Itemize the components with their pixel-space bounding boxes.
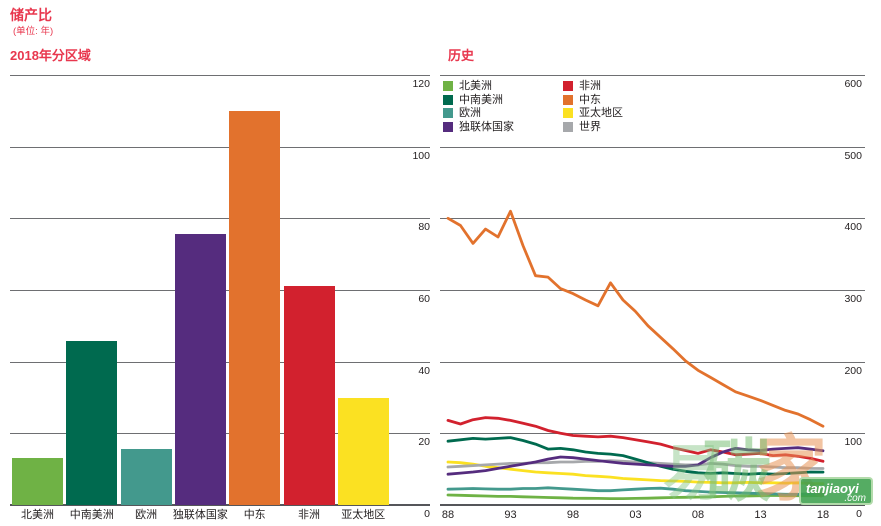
line-ytick-100: 100 [844,436,862,449]
bar-gridline-100 [10,146,430,148]
legend-swatch-北美洲 [443,81,453,91]
legend-label-中东: 中东 [579,93,601,106]
legend-label-中南美洲: 中南美洲 [459,93,503,106]
legend-swatch-中南美洲 [443,94,453,105]
page-title-unit: (单位: 年) [13,26,54,37]
legend-item-中东: 中东 [563,94,601,106]
series-line-独联体国家 [446,446,825,476]
line-ytick-500: 500 [844,149,862,162]
line-gridline-0 [440,504,865,506]
legend-swatch-独联体国家 [443,121,453,132]
legend-label-独联体国家: 独联体国家 [459,120,514,133]
legend-swatch-非洲 [563,81,573,91]
legend-swatch-中东 [563,94,573,105]
series-line-北美洲 [446,493,825,501]
line-ytick-300: 300 [844,293,862,305]
line-xtick-93: 93 [504,509,517,521]
line-gridline-200 [440,361,865,363]
series-line-非洲 [446,416,825,463]
bar-中东 [229,111,281,505]
legend-item-非洲: 非洲 [563,80,601,92]
legend-item-独联体国家: 独联体国家 [443,121,514,133]
line-xtick-98: 98 [566,509,580,521]
legend-label-亚太地区: 亚太地区 [579,107,623,119]
legend-label-非洲: 非洲 [579,80,601,92]
bar-ytick-100: 100 [412,149,430,162]
legend-label-世界: 世界 [579,120,601,133]
bar-非洲 [283,286,335,505]
line-gridline-500 [440,146,865,148]
series-line-世界 [446,459,825,470]
legend-swatch-欧洲 [443,108,453,118]
bar-独联体国家 [174,234,226,505]
bar-亚太地区 [337,398,389,505]
bar-gridline-80 [10,218,430,220]
line-chart-title: 历史 [448,48,475,63]
legend-label-北美洲: 北美洲 [459,80,492,92]
legend-swatch-世界 [563,121,573,132]
bar-ytick-120: 120 [412,78,430,90]
series-line-中东 [446,209,825,428]
line-chart-legend: 北美洲 中南美洲 欧洲 独联体国家 非洲 中东 亚太地区 世界 [443,79,723,141]
bar-category-4: 中东 [243,509,266,521]
bar-category-2: 欧洲 [135,509,158,521]
bar-category-6: 亚太地区 [341,509,386,521]
line-ytick-400: 400 [844,221,862,234]
bar-gridline-0 [10,504,430,506]
bar-ytick-20: 20 [418,436,430,449]
line-xtick-13: 13 [754,509,767,521]
series-line-中南美洲 [446,436,825,476]
bar-ytick-60: 60 [418,293,430,305]
legend-item-亚太地区: 亚太地区 [563,107,623,119]
bar-gridline-120 [10,75,430,76]
series-line-亚太地区 [446,460,825,486]
series-line-欧洲 [446,486,825,496]
bar-欧洲 [120,449,172,505]
line-xtick-88: 88 [441,509,455,521]
bar-中南美洲 [66,340,118,505]
bar-category-1: 中南美洲 [69,509,114,521]
line-gridline-100 [440,433,865,435]
line-ytick-200: 200 [844,364,862,377]
legend-label-欧洲: 欧洲 [459,107,481,119]
legend-item-中南美洲: 中南美洲 [443,94,503,106]
line-xtick-08: 08 [691,509,705,521]
line-gridline-300 [440,290,865,291]
line-xtick-03: 03 [629,509,642,521]
legend-item-欧洲: 欧洲 [443,107,481,119]
legend-item-北美洲: 北美洲 [443,80,492,92]
bar-北美洲 [12,457,63,505]
bar-category-0: 北美洲 [21,509,54,521]
line-gridline-600 [440,75,865,76]
line-ytick-0: 0 [856,508,862,520]
line-gridline-400 [440,218,865,220]
line-ytick-600: 600 [844,78,862,90]
line-xtick-18: 18 [816,509,830,521]
legend-item-世界: 世界 [563,121,601,133]
bar-ytick-40: 40 [418,364,430,377]
bar-category-5: 非洲 [298,509,320,521]
bar-ytick-0: 0 [424,508,430,520]
bar-chart-title: 2018年分区域 [10,48,91,63]
bar-ytick-80: 80 [418,221,430,234]
legend-swatch-亚太地区 [563,108,573,118]
page-title: 储产比 [10,7,52,23]
bar-category-3: 独联体国家 [172,509,228,521]
